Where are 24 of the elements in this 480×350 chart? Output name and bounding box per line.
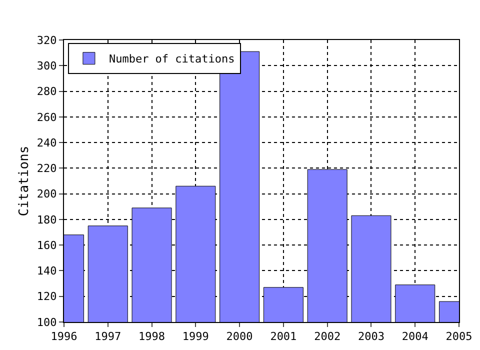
x-tick-label: 2005 — [446, 330, 472, 344]
x-tick-label: 1997 — [94, 330, 122, 344]
y-tick-label: 280 — [36, 85, 57, 98]
y-tick-label: 140 — [36, 264, 57, 278]
y-tick-label: 200 — [36, 188, 57, 201]
y-tick-label: 240 — [36, 136, 57, 150]
y-tick-label: 300 — [36, 59, 57, 72]
y-tick-label: 160 — [36, 238, 57, 252]
x-tick-label: 2002 — [314, 330, 341, 344]
y-axis-title: Citations — [17, 146, 32, 216]
legend-label: Number of citations — [108, 52, 235, 66]
x-tick-label: 1998 — [138, 330, 166, 344]
x-tick-label: 2003 — [358, 330, 384, 344]
x-tick-label: 2000 — [226, 330, 253, 344]
y-tick-label: 180 — [36, 213, 57, 226]
x-tick-label: 1996 — [50, 330, 78, 344]
y-tick-label: 120 — [36, 290, 57, 304]
y-tick-label: 100 — [36, 316, 57, 329]
x-tick-label: 2004 — [402, 330, 429, 344]
y-tick-label: 320 — [36, 34, 57, 47]
y-tick-label: 220 — [36, 162, 57, 176]
x-tick-label: 2001 — [270, 330, 297, 344]
y-tick-label: 260 — [36, 110, 57, 124]
x-tick-label: 1999 — [182, 330, 209, 344]
